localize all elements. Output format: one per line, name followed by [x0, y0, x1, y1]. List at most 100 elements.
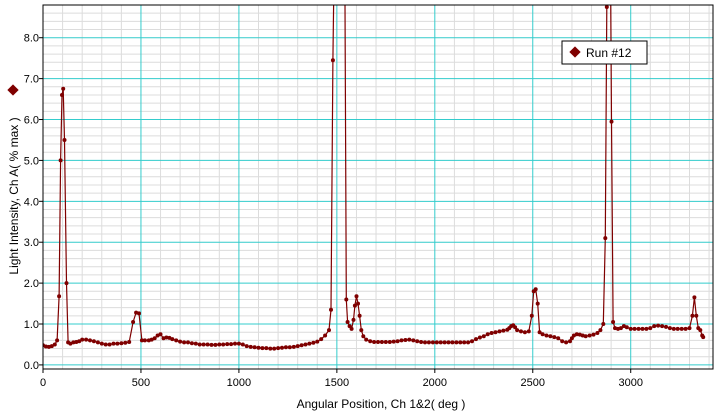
data-point: [513, 325, 518, 330]
legend-box: [561, 40, 648, 65]
data-point: [462, 340, 467, 345]
data-point: [660, 324, 665, 329]
data-point: [426, 340, 431, 345]
data-point: [556, 336, 561, 341]
data-point: [152, 336, 157, 341]
x-tick-label: 3000: [618, 377, 642, 389]
data-point: [111, 341, 116, 346]
data-point: [240, 342, 245, 347]
data-point: [201, 342, 206, 347]
data-point: [205, 342, 210, 347]
data-point: [591, 332, 596, 337]
x-tick-label: 2500: [521, 377, 545, 389]
data-point: [628, 326, 633, 331]
y-tick-label: 5.0: [24, 155, 39, 167]
data-point: [438, 340, 443, 345]
data-point: [139, 338, 144, 343]
data-point: [354, 294, 359, 299]
data-point: [598, 328, 603, 333]
data-point: [347, 324, 352, 329]
data-point: [552, 335, 557, 340]
data-point: [458, 340, 463, 345]
data-point: [522, 330, 527, 335]
data-point: [221, 342, 226, 347]
data-point: [272, 346, 277, 351]
y-tick-label: 7.0: [24, 74, 39, 86]
data-point: [303, 342, 308, 347]
data-point: [466, 340, 471, 345]
diamond-icon: [7, 84, 19, 96]
data-point: [690, 313, 695, 318]
data-point: [84, 337, 89, 342]
data-point: [170, 337, 175, 342]
data-point: [568, 339, 572, 344]
data-point: [252, 345, 257, 350]
data-point: [675, 326, 680, 331]
data-point: [260, 346, 265, 351]
data-point: [595, 331, 600, 335]
data-point: [519, 329, 523, 334]
data-point: [68, 341, 73, 346]
data-point: [423, 340, 427, 345]
data-point: [442, 340, 447, 345]
data-point: [115, 341, 120, 346]
data-point: [603, 236, 608, 241]
data-point: [580, 333, 585, 338]
data-point: [501, 328, 506, 333]
data-point: [244, 344, 249, 349]
data-point: [583, 334, 588, 339]
legend: Run #12: [561, 40, 648, 65]
legend-diamond-icon: [569, 46, 581, 58]
data-point: [544, 333, 549, 338]
major-gridlines: [42, 5, 713, 369]
data-point: [197, 342, 202, 347]
data-point: [361, 334, 366, 339]
data-point: [474, 337, 478, 342]
data-point: [403, 338, 408, 342]
data-point: [57, 294, 62, 299]
data-point: [493, 330, 498, 335]
data-point: [652, 324, 657, 329]
data-point: [88, 338, 92, 343]
data-point: [587, 333, 592, 338]
data-point: [233, 341, 237, 346]
data-point: [470, 339, 474, 344]
data-point: [268, 346, 273, 351]
data-point: [319, 337, 324, 342]
y-tick-label: 4.0: [24, 196, 39, 208]
y-tick-label: 2.0: [24, 278, 39, 290]
data-point: [209, 342, 214, 347]
x-axis: 0 500 1000 1500 2000 2500 3000: [40, 369, 643, 389]
data-point: [497, 329, 502, 334]
data-point: [632, 326, 637, 331]
data-point: [671, 326, 676, 331]
data-point: [58, 158, 63, 163]
data-point: [391, 339, 396, 344]
data-point: [345, 320, 350, 324]
data-point: [383, 340, 388, 344]
data-point: [515, 328, 520, 333]
data-point: [640, 326, 645, 331]
data-point: [489, 331, 494, 335]
data-point: [137, 311, 141, 316]
data-point: [395, 339, 400, 344]
data-point: [213, 342, 218, 347]
data-point: [256, 345, 261, 350]
data-point: [364, 337, 369, 342]
data-point: [636, 326, 641, 331]
data-point: [454, 340, 459, 345]
data-point: [236, 341, 241, 346]
data-point: [330, 58, 335, 63]
data-point: [52, 342, 57, 347]
data-point: [315, 339, 320, 344]
data-point: [107, 342, 112, 347]
data-point: [569, 336, 574, 341]
data-point: [359, 328, 364, 333]
data-point: [80, 337, 85, 342]
data-point: [43, 344, 48, 349]
data-point: [533, 287, 538, 292]
data-point: [142, 338, 147, 343]
data-point: [540, 332, 545, 337]
data-point: [694, 313, 699, 318]
data-point: [264, 346, 269, 351]
